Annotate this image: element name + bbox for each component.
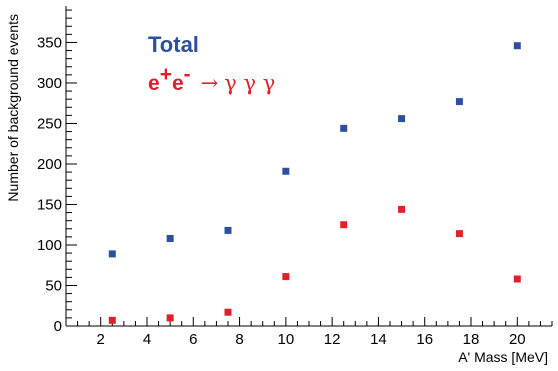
y-tick-label: 250 xyxy=(37,115,62,132)
eeggg-point xyxy=(340,221,348,229)
eeggg-point xyxy=(455,230,463,238)
y-tick-label: 200 xyxy=(37,156,62,173)
y-tick-labels: 0 50 100 150 200 250 300 350 xyxy=(37,34,62,335)
x-tick-label: 6 xyxy=(189,331,197,348)
plot-frame xyxy=(65,6,552,327)
eeggg-point xyxy=(513,275,521,283)
x-tick-label: 14 xyxy=(370,331,387,348)
x-tick-label: 10 xyxy=(278,331,295,348)
legend-ee-label: e+e- → γ γ γ xyxy=(148,63,275,95)
legend-total-label: Total xyxy=(148,32,199,57)
x-ticks xyxy=(65,317,553,326)
legend-ee-e2: e xyxy=(172,72,184,95)
total-point xyxy=(108,250,116,258)
total-point xyxy=(455,98,463,106)
eeggg-point xyxy=(282,273,290,281)
eeggg-point xyxy=(166,314,174,322)
legend-ee-sup2: - xyxy=(184,63,191,86)
y-tick-label: 100 xyxy=(37,237,62,254)
y-tick-label: 150 xyxy=(37,196,62,213)
eeggg-point xyxy=(108,316,116,324)
x-tick-label: 8 xyxy=(235,331,243,348)
eeggg-point xyxy=(224,308,232,316)
x-tick-label: 12 xyxy=(324,331,341,348)
legend-ee-sup1: + xyxy=(160,63,172,86)
y-tick-label: 300 xyxy=(37,75,62,92)
legend-ee-arrow: → xyxy=(201,71,219,95)
y-tick-label: 50 xyxy=(45,277,62,294)
eeggg-point xyxy=(398,205,406,213)
total-point xyxy=(513,42,521,50)
y-ticks xyxy=(66,9,77,327)
total-point xyxy=(282,167,290,175)
total-point xyxy=(224,226,232,234)
total-point xyxy=(340,124,348,132)
total-point xyxy=(398,115,406,123)
data-points xyxy=(108,42,521,324)
legend: Total e+e- → γ γ γ xyxy=(148,32,275,95)
y-tick-label: 350 xyxy=(37,34,62,51)
y-axis-title: Number of background events xyxy=(5,14,21,202)
x-tick-label: 2 xyxy=(97,331,105,348)
x-tick-labels: 2 4 6 8 10 12 14 16 18 20 xyxy=(97,331,526,348)
x-axis-title: A' Mass [MeV] xyxy=(458,349,548,365)
total-point xyxy=(166,235,174,243)
x-tick-label: 18 xyxy=(463,331,480,348)
x-tick-label: 4 xyxy=(143,331,151,348)
legend-ee-gammas: γ γ γ xyxy=(224,71,275,95)
y-tick-label: 0 xyxy=(54,318,62,335)
x-tick-label: 20 xyxy=(509,331,526,348)
legend-ee-e1: e xyxy=(148,72,160,95)
x-tick-label: 16 xyxy=(416,331,433,348)
